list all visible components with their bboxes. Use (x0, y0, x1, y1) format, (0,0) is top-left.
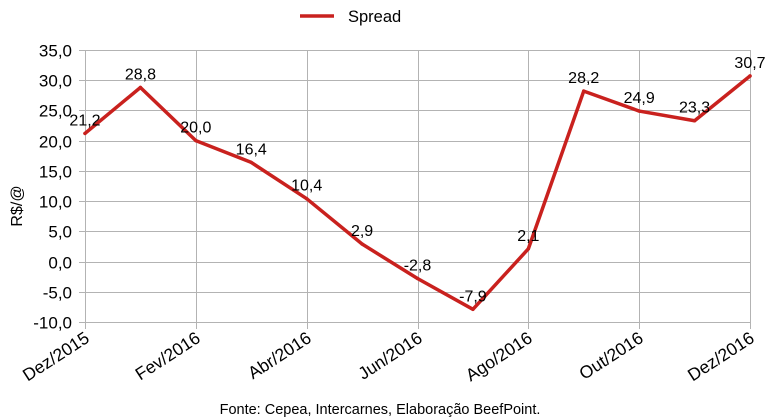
data-labels: 21,2 28,8 20,0 16,4 10,4 2,9 -2,8 -7,9 2,1 28,2 24… (69, 55, 765, 305)
data-point-label: 28,8 (125, 66, 156, 83)
data-point-label: 30,7 (734, 55, 765, 72)
data-point (249, 160, 253, 165)
data-point-label: 10,4 (291, 178, 322, 195)
y-tick-label: 30,0 (39, 72, 72, 91)
x-tick-label: Abr/2016 (244, 328, 314, 383)
y-tick-label: 35,0 (39, 42, 72, 61)
x-tick-label: Jun/2016 (354, 328, 425, 384)
data-point-label: 21,2 (69, 112, 100, 129)
data-point-label: 23,3 (679, 100, 710, 117)
y-tick-label: 10,0 (39, 193, 72, 212)
x-tick-label: Dez/2016 (684, 328, 758, 386)
data-point (304, 196, 309, 201)
series-spread (83, 74, 752, 312)
y-tick-label: 5,0 (48, 223, 72, 242)
x-tick-label: Out/2016 (575, 328, 646, 384)
y-tick-label: -5,0 (43, 284, 72, 303)
chart-grid (79, 50, 751, 329)
data-point (360, 242, 364, 246)
y-tick-label: 25,0 (39, 102, 72, 121)
data-point-label: 2,9 (351, 223, 373, 240)
data-point-label: 2,1 (517, 228, 539, 245)
x-tick-label: Ago/2016 (462, 328, 536, 386)
y-tick-label: 0,0 (48, 254, 72, 273)
y-axis-tick-labels: 35,0 30,0 25,0 20,0 15,0 10,0 5,0 0,0 -5,0 -10,0 (33, 42, 72, 333)
data-point-label: 16,4 (236, 141, 267, 158)
data-point (526, 247, 531, 251)
y-tick-label: 15,0 (39, 163, 72, 182)
y-tick-label: -10,0 (33, 314, 72, 333)
x-tick-label: Dez/2015 (19, 328, 93, 386)
data-point (582, 89, 586, 93)
data-point (748, 74, 752, 78)
data-point-label: -7,9 (459, 288, 487, 305)
data-point-label: 20,0 (180, 120, 211, 137)
data-point (83, 131, 87, 136)
x-axis-tick-labels: Dez/2015 Fev/2016 Abr/2016 Jun/2016 Ago/2016… (19, 328, 758, 386)
data-point (692, 119, 697, 123)
data-point (415, 276, 420, 281)
data-point-label: -2,8 (404, 257, 432, 274)
data-point-label: 24,9 (624, 90, 655, 107)
chart-legend: Spread (300, 8, 401, 26)
y-tick-label: 20,0 (39, 133, 72, 152)
x-tick-label: Fev/2016 (132, 328, 204, 385)
data-point (138, 85, 143, 90)
source-note: Fonte: Cepea, Intercarnes, Elaboração Be… (220, 402, 541, 418)
data-point (637, 109, 641, 113)
legend-label-spread: Spread (348, 8, 401, 26)
y-axis-title: R$/@ (9, 185, 26, 226)
data-point-label: 28,2 (568, 70, 599, 87)
data-point (471, 307, 475, 312)
data-point (194, 138, 198, 143)
